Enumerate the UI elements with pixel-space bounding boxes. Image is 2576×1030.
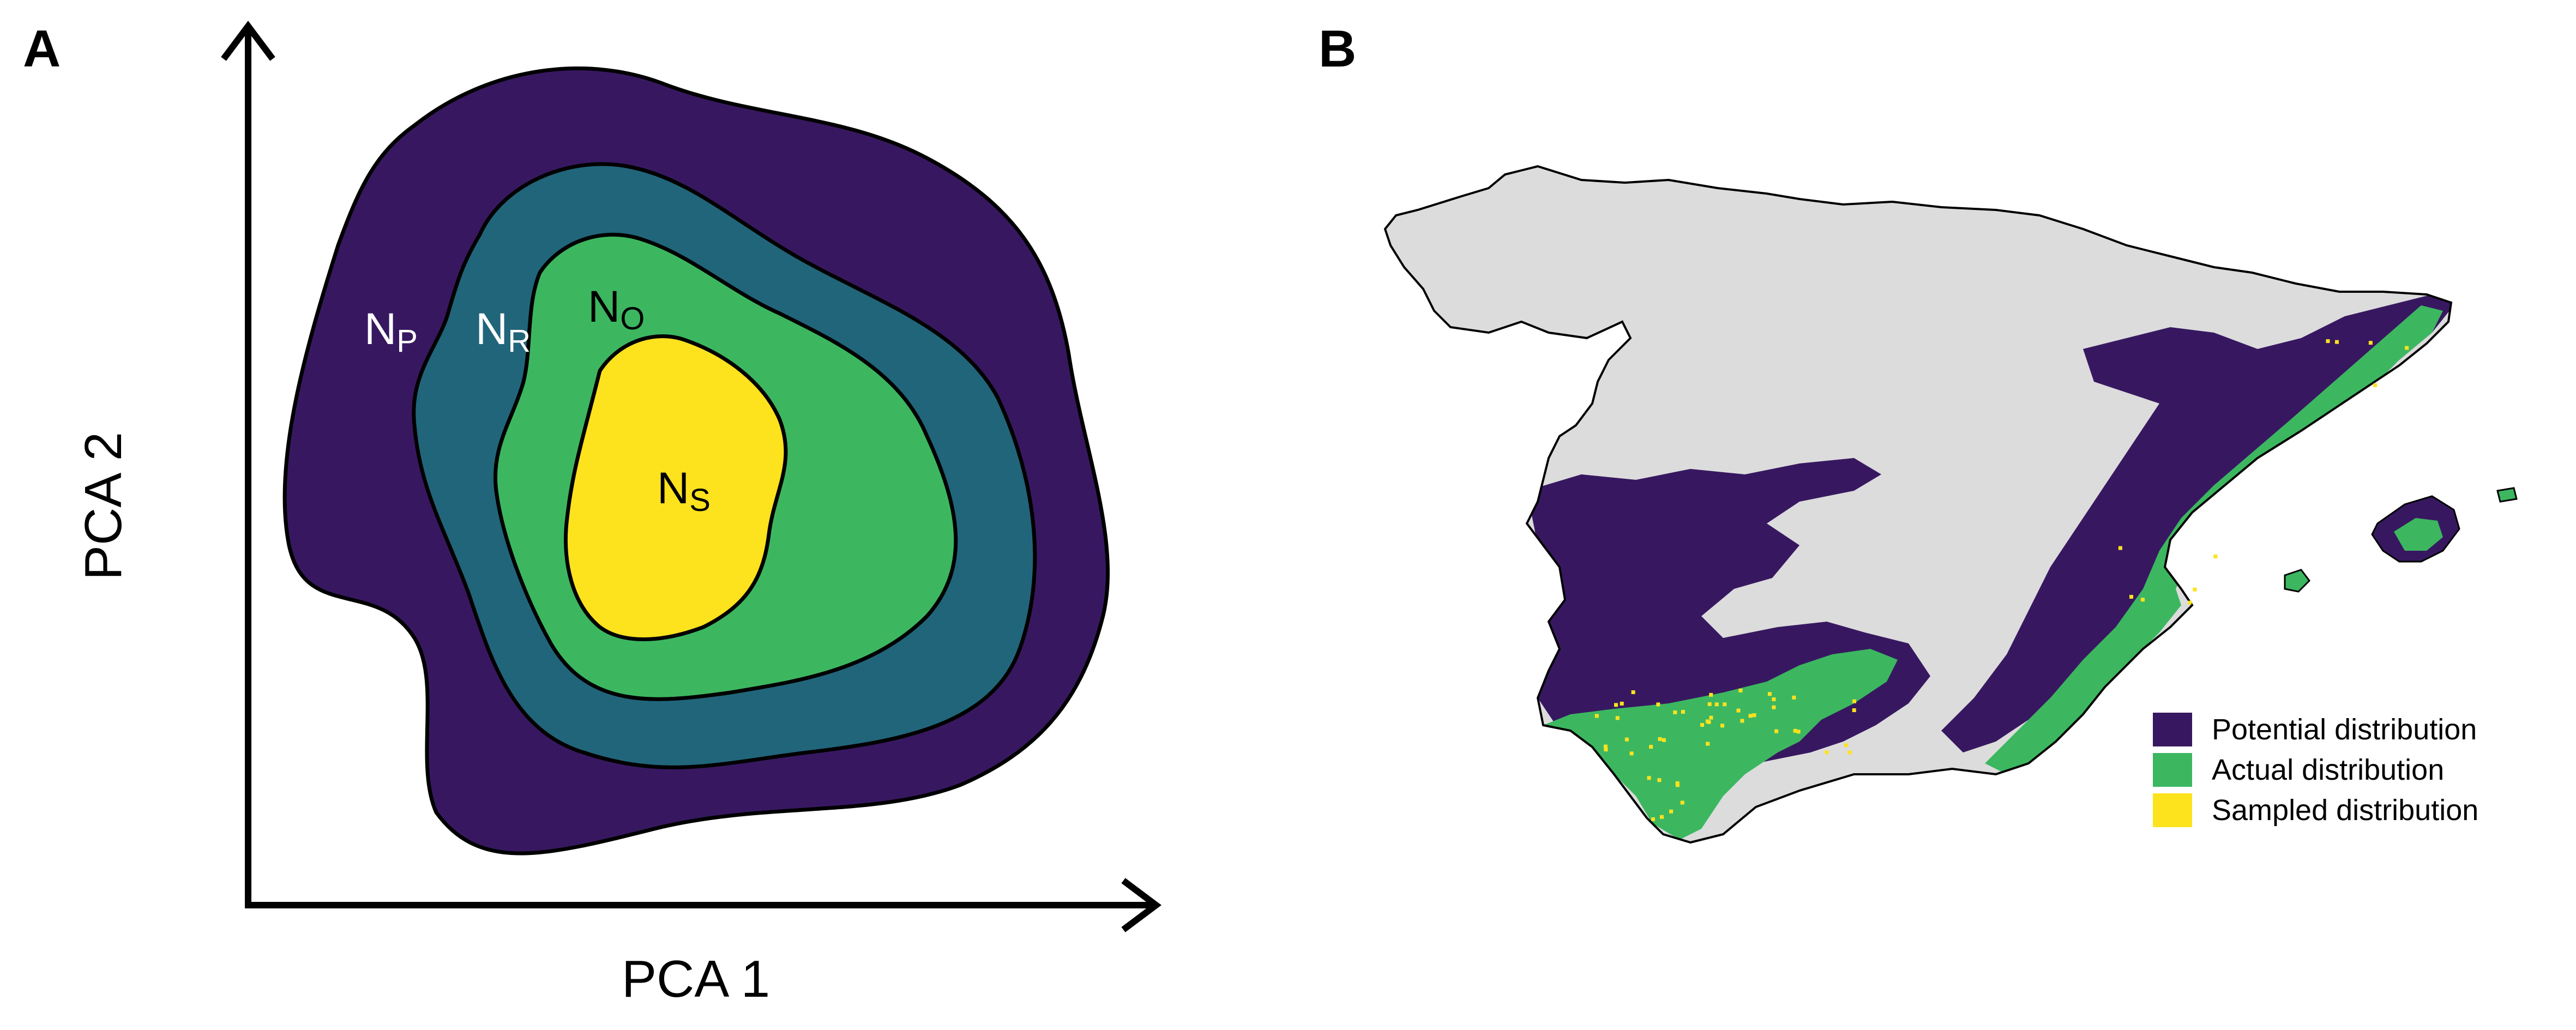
sampled-point xyxy=(2335,340,2339,344)
niche-label-main: N xyxy=(588,282,621,332)
sampled-point xyxy=(1662,738,1666,742)
legend-label-sampled: Sampled distribution xyxy=(2212,794,2479,827)
sampled-point xyxy=(1748,714,1753,718)
sampled-point xyxy=(1852,708,1856,712)
sampled-point xyxy=(1852,699,1856,703)
niche-diagram xyxy=(221,21,1161,932)
sampled-point xyxy=(1774,729,1779,733)
niche-label-occupied: NO xyxy=(588,285,645,335)
sampled-points xyxy=(1594,339,2409,821)
sampled-point xyxy=(1767,692,1772,696)
niche-label-subscript: P xyxy=(396,323,418,359)
sampled-point xyxy=(1709,715,1713,720)
mallorca-island-green xyxy=(2394,518,2443,551)
sampled-point xyxy=(1594,714,1599,718)
sampled-point xyxy=(1706,742,1710,746)
sampled-point xyxy=(1740,719,1744,723)
sampled-point xyxy=(2368,341,2373,345)
panel-b-letter: B xyxy=(1319,20,1357,78)
sampled-point xyxy=(1793,728,1797,733)
actual-distribution-south xyxy=(1543,649,1898,840)
sampled-point xyxy=(1825,750,1829,755)
sampled-point xyxy=(1660,815,1664,819)
legend-item-actual: Actual distribution xyxy=(2153,750,2478,790)
menorca-island xyxy=(2496,487,2518,503)
sampled-point xyxy=(2373,383,2378,388)
niche-label-subscript: O xyxy=(620,301,645,336)
panel-a-letter: A xyxy=(23,20,61,78)
legend-label-actual: Actual distribution xyxy=(2212,754,2445,786)
sampled-point xyxy=(1620,701,1624,706)
sampled-point xyxy=(1603,744,1608,749)
sampled-point xyxy=(1847,750,1852,755)
sampled-point xyxy=(1651,817,1655,821)
sampled-point xyxy=(1844,743,1848,748)
legend-label-potential: Potential distribution xyxy=(2212,713,2477,746)
sampled-point xyxy=(1669,809,1674,814)
sampled-point xyxy=(1657,778,1662,782)
sampled-point xyxy=(1772,697,1776,701)
sampled-point xyxy=(1615,716,1620,720)
sampled-point xyxy=(1624,737,1629,742)
ibiza-island xyxy=(2284,569,2310,593)
niche-label-realized: NR xyxy=(476,307,531,357)
niche-label-main: N xyxy=(657,463,690,513)
legend-item-sampled: Sampled distribution xyxy=(2153,791,2478,830)
sampled-point xyxy=(2326,339,2330,344)
sampled-point xyxy=(1649,745,1653,749)
y-axis-arrowhead xyxy=(221,21,275,61)
x-axis-label: PCA 1 xyxy=(622,950,771,1008)
legend-item-potential: Potential distribution xyxy=(2153,710,2478,749)
sampled-point xyxy=(1629,751,1634,756)
niche-label-main: N xyxy=(476,304,508,354)
sampled-point xyxy=(1680,800,1684,805)
sampled-point xyxy=(1700,723,1704,727)
sampled-point xyxy=(2213,555,2218,558)
x-axis-arrowhead xyxy=(1121,878,1161,932)
sampled-point xyxy=(1631,690,1635,694)
sampled-point xyxy=(1673,710,1677,714)
sampled-point xyxy=(1614,703,1618,707)
legend-swatch-sampled xyxy=(2153,793,2192,827)
sampled-point xyxy=(1647,776,1651,780)
sampled-point xyxy=(1738,688,1743,692)
niche-label-main: N xyxy=(364,304,397,354)
niche-label-subscript: R xyxy=(508,323,531,359)
sampled-point xyxy=(2118,546,2122,550)
sampled-point xyxy=(1720,724,1724,728)
sampled-point xyxy=(2129,595,2133,599)
sampled-point xyxy=(1707,702,1712,706)
sampled-point xyxy=(1792,695,1796,700)
sampled-point xyxy=(1675,783,1680,787)
sampled-point xyxy=(2405,346,2409,350)
sampled-point xyxy=(2193,587,2197,592)
sampled-point xyxy=(1772,705,1776,709)
niche-label-sampled: NS xyxy=(657,466,711,516)
legend-swatch-potential xyxy=(2153,713,2192,746)
sampled-point xyxy=(1705,719,1710,724)
sampled-point xyxy=(2188,600,2192,605)
sampled-point xyxy=(1723,702,1727,707)
mainland-coastline xyxy=(1383,165,2453,844)
sampled-point xyxy=(1752,713,1756,718)
sampled-point xyxy=(1714,702,1719,707)
niche-label-potential: NP xyxy=(364,307,418,357)
sampled-point xyxy=(1709,692,1713,697)
sampled-point xyxy=(1658,737,1662,741)
map-legend: Potential distribution Actual distributi… xyxy=(2153,710,2478,831)
sampled-point xyxy=(1681,710,1685,714)
niche-label-subscript: S xyxy=(689,483,711,518)
sampled-point xyxy=(1656,702,1660,707)
sampled-niche-region xyxy=(564,334,788,641)
sampled-point xyxy=(1796,730,1801,734)
sampled-point xyxy=(2141,598,2145,602)
sampled-point xyxy=(1604,748,1608,752)
sampled-point xyxy=(1736,708,1741,713)
legend-swatch-actual xyxy=(2153,753,2192,787)
